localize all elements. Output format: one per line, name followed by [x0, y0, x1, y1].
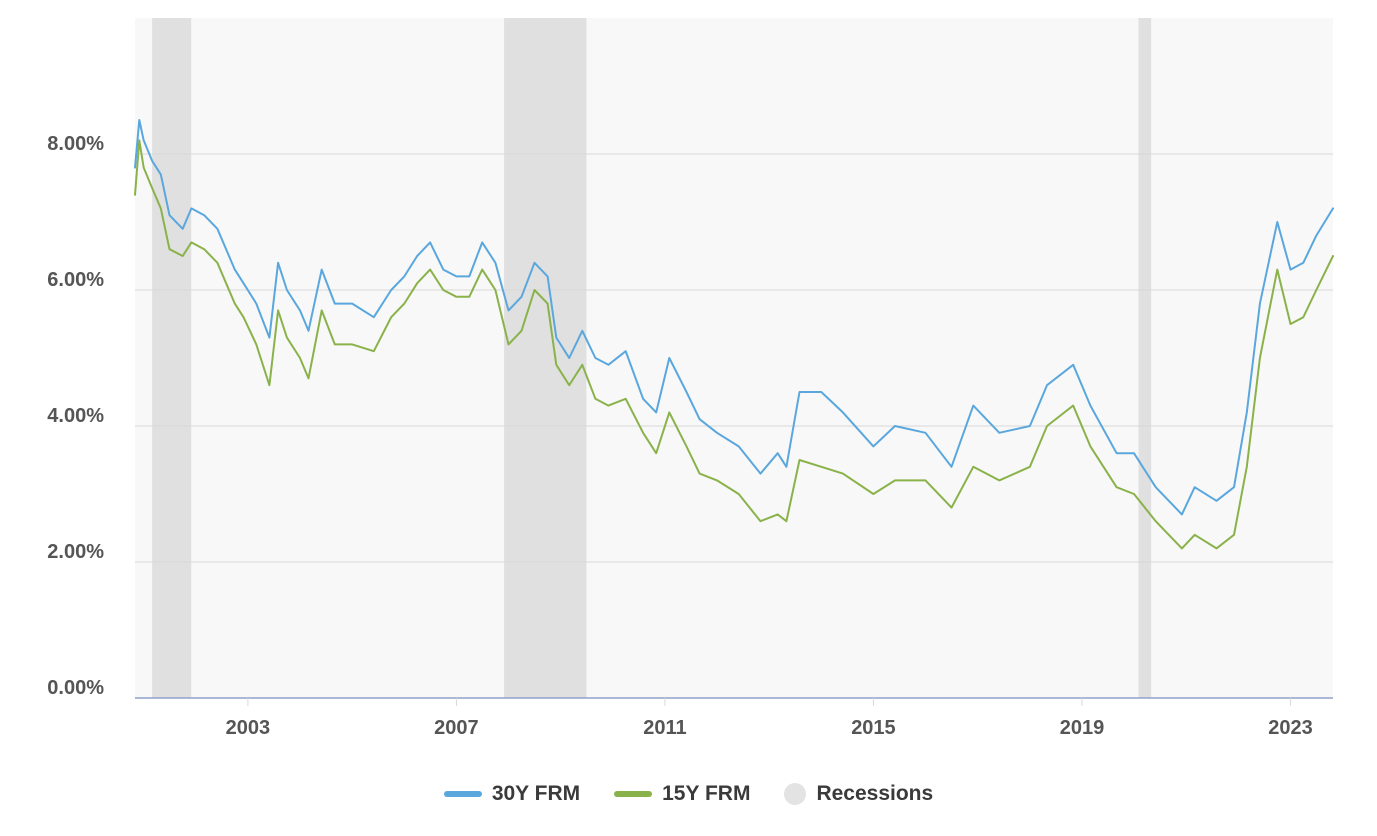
- x-tick-label: 2015: [851, 717, 896, 739]
- x-tick-label: 2007: [434, 717, 479, 739]
- legend-item-30y[interactable]: 30Y FRM: [443, 782, 581, 806]
- legend-30y-swatch: [443, 791, 482, 797]
- x-tick-label: 2019: [1060, 717, 1105, 739]
- legend-item-recessions[interactable]: Recessions: [784, 782, 933, 806]
- recession-band-2: [1138, 18, 1152, 698]
- legend-recessions-label: Recessions: [816, 782, 934, 805]
- recession-band-1: [504, 18, 587, 698]
- legend: 30Y FRM 15Y FRM Recessions: [0, 770, 1377, 818]
- x-tick-label: 2003: [226, 717, 271, 739]
- legend-15y-swatch: [614, 791, 653, 797]
- legend-recessions-swatch: [784, 783, 807, 805]
- legend-item-15y[interactable]: 15Y FRM: [614, 782, 750, 806]
- y-tick-label: 6.00%: [47, 269, 104, 291]
- series-lines[interactable]: [134, 119, 1334, 550]
- recession-bands: [152, 18, 1152, 698]
- plot-area: [135, 18, 1333, 698]
- y-tick-label: 2.00%: [47, 541, 104, 563]
- y-axis-ticks: 0.00% 2.00% 4.00% 6.00% 8.00%: [47, 133, 104, 699]
- y-tick-label: 4.00%: [47, 405, 104, 427]
- y-tick-label: 0.00%: [47, 677, 104, 699]
- recession-band-0: [152, 18, 192, 698]
- x-tick-label: 2023: [1268, 717, 1313, 739]
- legend-30y-label: 30Y FRM: [491, 782, 581, 805]
- mortgage-rate-chart: 0.00%2.00%4.00%6.00%8.00% 2003 2007 2011 20…: [47, 18, 1334, 739]
- series-line-30y-frm[interactable]: [134, 119, 1334, 516]
- legend-15y-label: 15Y FRM: [662, 782, 751, 805]
- series-line-15y-frm[interactable]: [134, 139, 1334, 550]
- x-axis-ticks: 2003 2007 2011 2015 2019 2023: [226, 698, 1313, 739]
- y-tick-label: 8.00%: [47, 133, 104, 155]
- x-tick-label: 2011: [643, 717, 686, 739]
